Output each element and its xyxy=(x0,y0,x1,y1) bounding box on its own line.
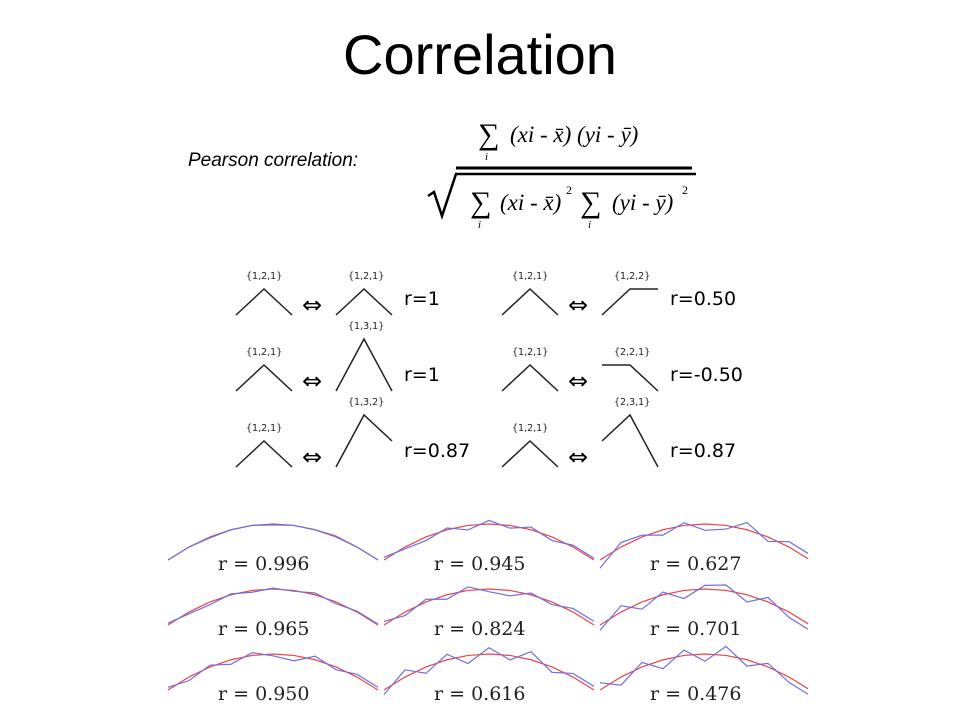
right-set-label: {2,2,1} xyxy=(614,347,650,358)
exponent-y: 2 xyxy=(682,183,688,197)
left-set-label: {1,2,1} xyxy=(246,271,282,282)
r-value: r=0.50 xyxy=(670,288,736,310)
left-set-label: {1,2,1} xyxy=(512,423,548,434)
right-shape xyxy=(601,413,659,468)
shape-examples: {1,2,1} ⇔ {1,2,1} r=1 {1,2,1} ⇔ {1,3,1} r=1 {1,2… xyxy=(230,255,770,485)
exponent-x: 2 xyxy=(566,183,572,197)
numerator-expression: (xi - x̄) (yi - ȳ) xyxy=(510,122,638,147)
left-set-label: {1,2,1} xyxy=(246,347,282,358)
curve-examples: r = 0.996 r = 0.945 r = 0.627 r = 0.965 r = … xyxy=(167,512,811,712)
curve-r-value: r = 0.824 xyxy=(434,618,525,640)
right-shape xyxy=(335,287,393,316)
curve-r-value: r = 0.627 xyxy=(650,553,741,575)
equivalence-icon: ⇔ xyxy=(302,443,322,471)
noisy-curve xyxy=(599,584,811,631)
left-shape xyxy=(235,439,293,468)
reference-curve xyxy=(383,653,595,691)
curve-panel: r = 0.616 xyxy=(383,646,595,705)
curve-r-value: r = 0.965 xyxy=(218,618,309,640)
curve-r-value: r = 0.476 xyxy=(650,683,741,705)
reference-curve xyxy=(383,523,595,561)
reference-curve xyxy=(599,523,811,561)
curve-r-value: r = 0.950 xyxy=(218,683,309,705)
curve-r-value: r = 0.996 xyxy=(218,553,309,575)
equivalence-icon: ⇔ xyxy=(302,291,322,319)
right-shape xyxy=(335,337,393,392)
curve-r-value: r = 0.616 xyxy=(434,683,525,705)
curve-panel: r = 0.627 xyxy=(599,521,811,575)
right-shape xyxy=(602,364,659,392)
denominator-index-y: i xyxy=(588,219,591,231)
equivalence-icon: ⇔ xyxy=(568,443,588,471)
left-set-label: {1,2,1} xyxy=(512,271,548,282)
left-shape xyxy=(235,363,293,392)
equivalence-icon: ⇔ xyxy=(302,367,322,395)
right-set-label: {1,3,2} xyxy=(348,397,384,408)
noisy-curve xyxy=(599,521,811,569)
denominator-sum-y: ∑ xyxy=(580,186,601,219)
r-value: r=-0.50 xyxy=(670,364,743,386)
left-set-label: {1,2,1} xyxy=(246,423,282,434)
noisy-curve xyxy=(167,652,379,688)
noisy-curve xyxy=(167,587,379,625)
noisy-curve xyxy=(383,646,595,695)
left-set-label: {1,2,1} xyxy=(512,347,548,358)
right-shape xyxy=(601,288,658,316)
curve-panel: r = 0.996 xyxy=(167,523,379,575)
denominator-index-x: i xyxy=(478,219,481,231)
equivalence-icon: ⇔ xyxy=(568,367,588,395)
right-shape xyxy=(335,413,393,468)
curve-panel: r = 0.945 xyxy=(383,519,595,575)
left-shape xyxy=(235,287,293,316)
r-value: r=0.87 xyxy=(404,440,470,462)
noisy-curve xyxy=(383,586,595,622)
numerator-sum: ∑ xyxy=(478,118,499,151)
right-set-label: {1,3,1} xyxy=(348,321,384,332)
denominator-y-expression: (yi - ȳ) xyxy=(612,190,673,215)
slide-title: Correlation xyxy=(343,23,617,86)
right-set-label: {2,3,1} xyxy=(614,397,650,408)
right-set-label: {1,2,1} xyxy=(348,271,384,282)
pearson-label: Pearson correlation: xyxy=(188,150,359,171)
curve-panel: r = 0.824 xyxy=(383,586,595,640)
sqrt-radical xyxy=(427,172,696,220)
denominator-sum-x: ∑ xyxy=(470,186,491,219)
equivalence-icon: ⇔ xyxy=(568,291,588,319)
curve-panel: r = 0.476 xyxy=(599,645,811,705)
r-value: r=0.87 xyxy=(670,440,736,462)
pearson-formula: ∑ i (xi - x̄) (yi - ȳ) ∑ i (xi - x̄) 2 ∑… xyxy=(420,112,710,234)
r-value: r=1 xyxy=(404,288,440,310)
curve-panel: r = 0.701 xyxy=(599,584,811,640)
curve-panel: r = 0.950 xyxy=(167,652,379,705)
noisy-curve xyxy=(383,519,595,559)
numerator-index: i xyxy=(485,151,488,163)
noisy-curve xyxy=(167,524,379,561)
r-value: r=1 xyxy=(404,364,440,386)
curve-r-value: r = 0.701 xyxy=(650,618,741,640)
curve-panel: r = 0.965 xyxy=(167,587,379,640)
denominator-x-expression: (xi - x̄) xyxy=(500,190,561,215)
left-shape xyxy=(501,439,559,468)
noisy-curve xyxy=(599,645,811,696)
left-shape xyxy=(501,287,559,316)
curve-r-value: r = 0.945 xyxy=(434,553,525,575)
left-shape xyxy=(501,363,559,392)
reference-curve xyxy=(167,588,379,626)
reference-curve xyxy=(599,588,811,626)
right-set-label: {1,2,2} xyxy=(614,271,650,282)
